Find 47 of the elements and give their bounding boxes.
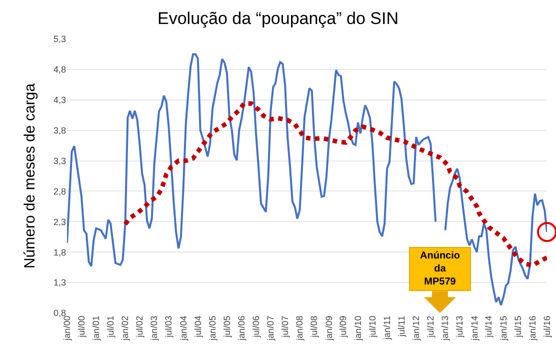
- x-tick-label: jul/09: [338, 316, 348, 338]
- x-tick-label: jan/14: [469, 316, 480, 342]
- annotation: Anúncio da MP579: [420, 250, 460, 288]
- x-tick-label: jul/13: [454, 316, 465, 338]
- x-tick-label: jul/00: [76, 316, 86, 338]
- x-tick-label: jul/05: [222, 316, 232, 338]
- x-tick-label: jul/01: [105, 316, 116, 338]
- x-tick-label: jul/10: [367, 316, 378, 338]
- x-tick-label: jan/12: [411, 316, 422, 342]
- y-tick-label: 4,8: [53, 64, 66, 75]
- x-tick-label: jan/00: [62, 316, 72, 342]
- x-tick-label: jan/13: [440, 316, 450, 342]
- x-tick-label: jan/15: [498, 316, 508, 342]
- chart-title: Evolução da “poupança” do SIN: [158, 9, 398, 28]
- x-tick-label: jan/07: [266, 316, 276, 342]
- x-tick-label: jul/08: [309, 316, 320, 338]
- y-tick-label: 1,8: [53, 247, 66, 258]
- x-tick-label: jan/02: [120, 316, 130, 342]
- x-tick-label: jul/07: [280, 316, 290, 338]
- x-tick-label: jan/03: [149, 316, 160, 342]
- x-tick-label: jan/01: [91, 316, 102, 342]
- y-axis-title: Número de meses de carga: [22, 82, 39, 269]
- x-tick-label: jul/04: [192, 316, 203, 338]
- x-tick-label: jul/02: [134, 316, 145, 338]
- x-tick-label: jul/15: [512, 316, 523, 338]
- x-tick-label: jul/12: [426, 316, 436, 338]
- x-tick-label: jan/16: [527, 316, 538, 342]
- y-tick-label: 2,3: [53, 216, 66, 227]
- y-tick-label: 1,3: [53, 278, 66, 288]
- x-tick-label: jan/06: [236, 316, 247, 342]
- x-tick-label: jan/08: [294, 316, 305, 342]
- x-tick-label: jul/06: [250, 316, 261, 338]
- y-tick-label: 3,8: [53, 125, 66, 136]
- y-tick-label: 2,8: [53, 186, 66, 196]
- x-tick-label: jan/11: [382, 316, 392, 341]
- x-tick-label: jul/11: [396, 316, 406, 338]
- x-tick-label: jan/10: [352, 316, 363, 342]
- y-tick-label: 3,3: [53, 156, 66, 166]
- x-tick-label: jan/05: [207, 316, 218, 342]
- y-tick-label: 0,8: [53, 308, 66, 318]
- x-tick-label: jul/16: [542, 316, 552, 338]
- y-tick-label: 4,3: [53, 95, 66, 106]
- y-tick-label: 5,3: [53, 34, 66, 44]
- x-tick-label: jan/09: [324, 316, 334, 342]
- x-tick-label: jul/03: [164, 316, 174, 338]
- x-tick-label: jul/14: [484, 316, 494, 338]
- x-tick-label: jan/04: [178, 316, 188, 342]
